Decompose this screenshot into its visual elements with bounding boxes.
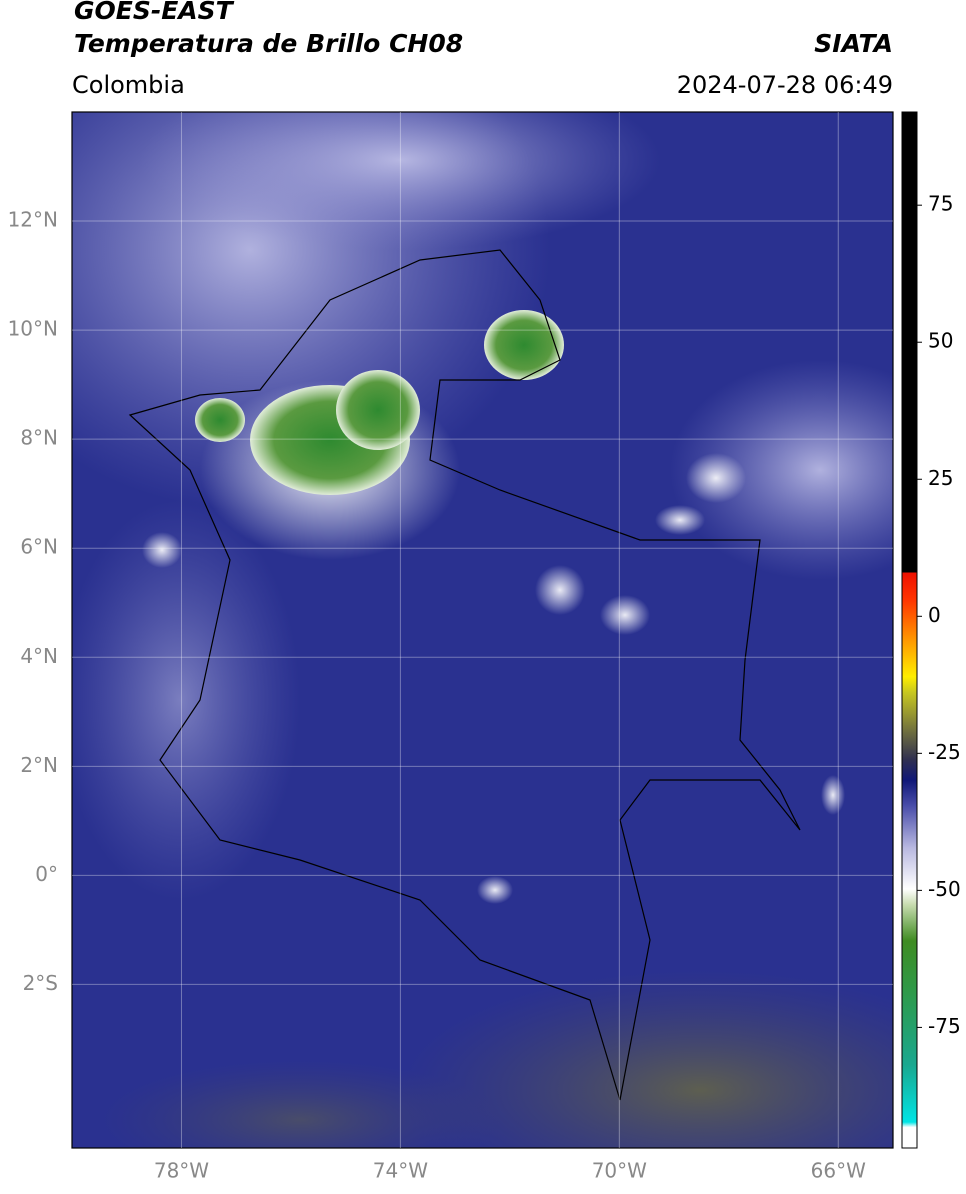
x-tick-label: 78°W [154,1159,209,1183]
colorbar [901,111,918,1149]
colorbar-tick-label: -75 [928,1014,961,1038]
subtitle: Temperatura de Brillo CH08 [74,29,463,58]
y-tick-label: 8°N [20,426,58,450]
y-tick-label: 10°N [8,317,58,341]
y-tick-label: 2°S [23,971,58,995]
y-tick-label: 4°N [20,644,58,668]
colorbar-tick-label: -25 [928,740,961,764]
title: GOES-EAST [74,0,235,25]
y-tick-label: 6°N [20,535,58,559]
colorbar-tick-label: 75 [928,192,953,216]
x-tick-label: 66°W [811,1159,866,1183]
colorbar-tick-label: -50 [928,877,961,901]
timestamp: 2024-07-28 06:49 [677,71,893,99]
x-tick-label: 74°W [373,1159,428,1183]
colorbar-tick-label: 25 [928,466,953,490]
source: SIATA [814,29,893,58]
colorbar-tick-label: 0 [928,603,941,627]
region: Colombia [72,71,185,99]
y-tick-label: 12°N [8,208,58,232]
colorbar-tick-label: 50 [928,329,953,353]
map-frame [71,111,894,1149]
y-tick-label: 0° [35,862,58,886]
x-tick-label: 70°W [592,1159,647,1183]
y-tick-label: 2°N [20,753,58,777]
